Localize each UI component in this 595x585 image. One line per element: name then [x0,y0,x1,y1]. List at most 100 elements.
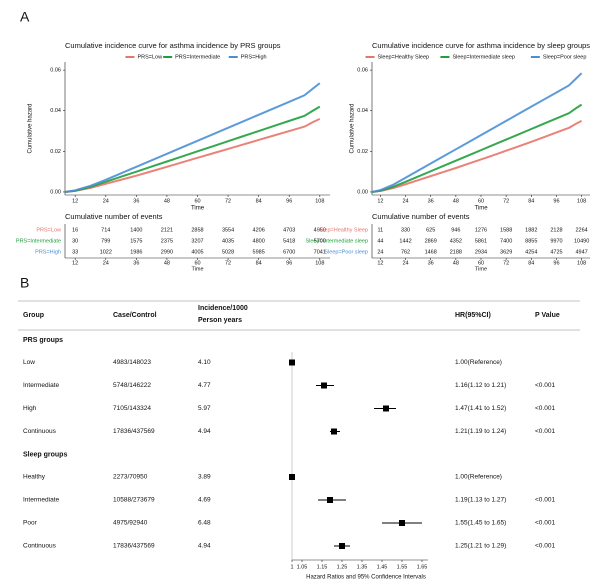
table-cell: 1022 [100,249,112,255]
table-tick-label: 84 [256,260,262,266]
table-tick-label: 72 [503,260,509,266]
x-tick-label: 1.25 [337,564,348,570]
y-axis-title: Cumulative hazard [28,103,34,153]
x-tick-label: 1.55 [397,564,408,570]
y-tick-label: 0.00 [357,189,368,195]
table-row-label: Sleep=Intermediate sleep [305,238,368,244]
table-title: Cumulative number of events [372,212,470,221]
x-tick-label: 1.15 [317,564,328,570]
table-tick-label: 96 [553,260,559,266]
table-cell: 4254 [525,249,537,255]
hr-label: 1.19(1.13 to 1.27) [455,497,506,504]
table-cell: 7041 [314,249,326,255]
table-cell: 625 [426,227,435,233]
group-label: Healthy [23,474,46,481]
table-cell: 2188 [450,249,462,255]
y-tick-label: 0.04 [50,108,61,114]
x-tick-label: 1.05 [297,564,308,570]
y-tick-label: 0.02 [357,149,368,155]
hr-label: 1.47(1.41 to 1.52) [455,405,506,412]
y-axis-title: Cumulative hazard [350,103,356,153]
group-label: Continuous [23,543,57,550]
table-row-label: Sleep=Healthy Sleep [316,227,368,233]
x-tick-label: 24 [402,198,408,204]
x-tick-label: 12 [377,198,383,204]
table-cell: 4947 [575,249,587,255]
table-tick-label: 12 [377,260,383,266]
x-tick-label: 108 [315,198,324,204]
table-cell: 2375 [161,238,173,244]
table-cell: 4725 [550,249,562,255]
hr-label: 1.21(1.19 to 1.24) [455,428,506,435]
table-cell: 2121 [161,227,173,233]
x-tick-label: 96 [553,198,559,204]
hr-label: 1.55(1.45 to 1.65) [455,520,506,527]
table-cell: 7400 [500,238,512,244]
x-tick-label: 12 [72,198,78,204]
legend-label: PRS=Low [137,54,162,60]
table-cell: 5861 [475,238,487,244]
case-control: 4975/92940 [113,520,148,527]
table-cell: 4800 [253,238,265,244]
table-cell: 714 [101,227,110,233]
x-tick-label: 1 [290,564,293,570]
p-value: <0.001 [535,382,555,389]
hr-marker [289,474,295,480]
table-tick-label: 72 [225,260,231,266]
panel-label: A [20,9,30,25]
table-tick-label: 108 [577,260,586,266]
p-value: <0.001 [535,428,555,435]
chart-title: Cumulative incidence curve for asthma in… [65,41,281,50]
x-tick-label: 60 [478,198,484,204]
case-control: 2273/70950 [113,474,148,481]
column-header: Case/Control [113,312,157,319]
x-axis-title: Time [474,206,488,212]
case-control: 4983/148023 [113,359,151,366]
table-cell: 2858 [191,227,203,233]
incidence: 5.97 [198,405,211,412]
x-tick-label: 48 [164,198,170,204]
table-cell: 2990 [161,249,173,255]
hr-marker [339,543,345,549]
table-cell: 4206 [253,227,265,233]
hr-label: 1.25(1.21 to 1.29) [455,543,506,550]
table-tick-label: 84 [528,260,534,266]
hr-marker [383,405,389,412]
table-cell: 2869 [425,238,437,244]
column-header: Person years [198,317,242,324]
x-tick-label: 96 [286,198,292,204]
x-tick-label: 1.65 [417,564,428,570]
group-label: High [23,405,37,412]
table-cell: 44 [377,238,383,244]
table-cell: 5028 [222,249,234,255]
series-line [371,103,583,193]
case-control: 5748/146222 [113,382,151,389]
column-header: HR(95%CI) [455,312,491,319]
table-cell: 8855 [525,238,537,244]
table-cell: 3207 [191,238,203,244]
table-cell: 5985 [253,249,265,255]
hr-marker [321,382,327,389]
p-value: <0.001 [535,405,555,412]
group-label: Intermediate [23,497,60,504]
incidence: 6.48 [198,520,211,527]
table-cell: 6700 [283,249,295,255]
table-cell: 24 [377,249,383,255]
table-cell: 33 [72,249,78,255]
table-cell: 4352 [450,238,462,244]
p-value: <0.001 [535,520,555,527]
p-value: <0.001 [535,543,555,550]
table-cell: 1882 [525,227,537,233]
table-cell: 10490 [574,238,589,244]
case-control: 17836/437569 [113,543,155,550]
table-tick-label: 48 [453,260,459,266]
table-row-label: Sleep=Poor sleep [324,249,368,255]
x-tick-label: 84 [256,198,262,204]
legend-label: PRS=Intermediate [175,54,220,60]
hr-marker [331,428,337,435]
case-control: 17836/437569 [113,428,155,435]
table-tick-label: 12 [72,260,78,266]
incidence: 3.89 [198,474,211,481]
table-cell: 2264 [575,227,587,233]
panel-label: B [20,275,29,291]
